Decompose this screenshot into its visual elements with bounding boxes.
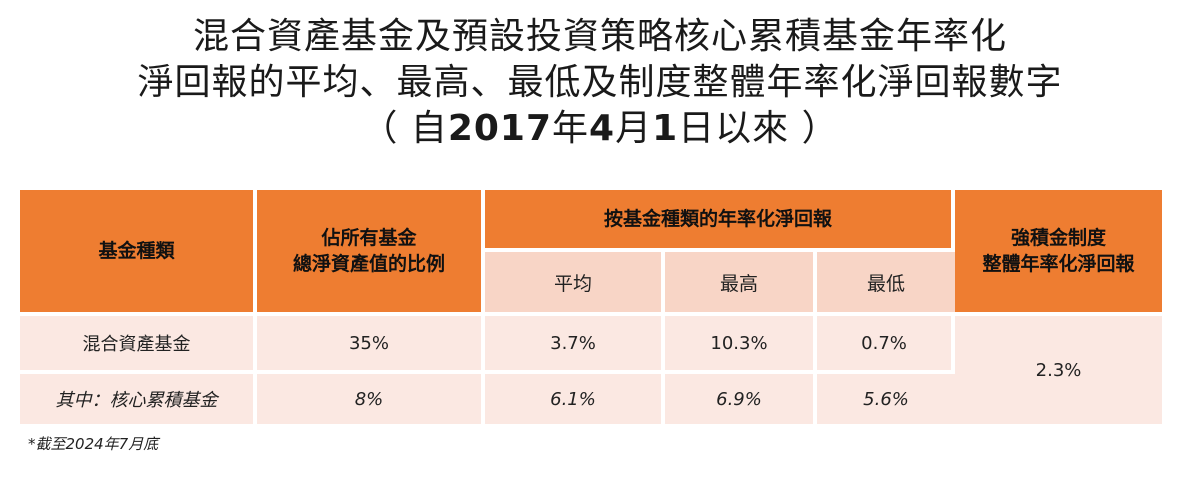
row-average: 3.7%	[485, 316, 665, 374]
title-year: 2017	[447, 108, 553, 149]
row-fund: 混合資產基金	[20, 316, 257, 374]
title-line-3-open: （ 自	[361, 108, 448, 149]
row-average: 6.1%	[485, 374, 665, 428]
header-annualised-return: 按基金種類的年率化淨回報	[485, 190, 956, 252]
row-fund: 其中：核心累積基金	[20, 374, 257, 428]
header-system-line1: 強積金制度	[1011, 227, 1107, 249]
row-proportion: 8%	[257, 374, 485, 428]
header-proportion-line1: 佔所有基金	[321, 227, 417, 249]
system-return-value: 2.3%	[955, 316, 1163, 428]
title-month: 4	[589, 108, 616, 149]
title-day: 1	[652, 108, 679, 149]
title-line-2: 淨回報的平均、最高、最低及制度整體年率化淨回報數字	[137, 62, 1063, 103]
row-highest: 6.9%	[665, 374, 817, 428]
title-line-3-close: 日以來 ）	[678, 108, 839, 149]
title-month-char: 月	[615, 108, 653, 149]
header-lowest: 最低	[817, 252, 956, 316]
row-lowest: 5.6%	[817, 374, 956, 428]
row-highest: 10.3%	[665, 316, 817, 374]
title-year-char: 年	[552, 108, 590, 149]
header-average: 平均	[485, 252, 665, 316]
row-proportion: 35%	[257, 316, 485, 374]
returns-table: 基金種類 佔所有基金總淨資產值的比例 按基金種類的年率化淨回報 強積金制度整體年…	[20, 190, 1163, 428]
header-proportion: 佔所有基金總淨資產值的比例	[257, 190, 485, 316]
header-highest: 最高	[665, 252, 817, 316]
title-line-1: 混合資產基金及預設投資策略核心累積基金年率化	[192, 16, 1007, 57]
header-proportion-line2: 總淨資產值的比例	[292, 253, 445, 275]
table-row: 其中：核心累積基金 8% 6.1% 6.9% 5.6%	[20, 374, 1162, 428]
row-lowest: 0.7%	[817, 316, 956, 374]
page-title: 混合資產基金及預設投資策略核心累積基金年率化 淨回報的平均、最高、最低及制度整體…	[0, 14, 1200, 152]
table-row: 混合資產基金 35% 3.7% 10.3% 0.7% 2.3%	[20, 316, 1163, 428]
header-system-return: 強積金制度整體年率化淨回報	[955, 190, 1163, 316]
header-system-line2: 整體年率化淨回報	[982, 253, 1135, 275]
header-fund-type: 基金種類	[20, 190, 257, 316]
title-line-3: （ 自2017年4月1日以來 ）	[0, 106, 1200, 152]
footnote: *截至2024年7月底	[28, 435, 159, 453]
